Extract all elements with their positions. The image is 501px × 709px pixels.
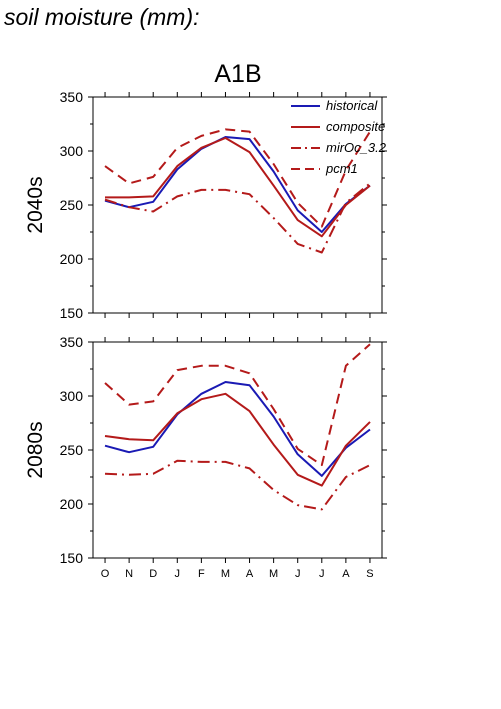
- x-tick-label: J: [319, 568, 325, 580]
- chart-title: A1B: [214, 60, 261, 88]
- x-tick-label: D: [149, 568, 157, 580]
- y-tick-label: 250: [60, 442, 84, 458]
- x-tick-label: J: [295, 568, 301, 580]
- series-line-miroc-3-2: [104, 459, 371, 511]
- panel-2080s: 150 200 250 300 350 O N D J F M A M J J A S 2080s: [24, 334, 387, 580]
- panel-2040s: 150 200 250 300 350 2040s: [24, 89, 387, 321]
- series-line-composite: [104, 392, 371, 487]
- legend-label: composite: [326, 119, 385, 134]
- x-tick-label: A: [246, 568, 254, 580]
- series-line-pcm1: [104, 128, 371, 228]
- y-tick-label: 350: [60, 89, 84, 105]
- y-tick-label: 150: [60, 305, 84, 321]
- y-tick-label: 200: [60, 496, 84, 512]
- x-tick-label: M: [269, 568, 278, 580]
- y-tick-label: 300: [60, 143, 84, 159]
- x-tick-label: N: [125, 568, 133, 580]
- legend-label: mirOc_3.2: [326, 140, 387, 155]
- x-tick-label: F: [198, 568, 205, 580]
- series-line-historical: [104, 381, 371, 477]
- x-tick-label: S: [366, 568, 373, 580]
- x-tick-label: O: [101, 568, 110, 580]
- series-line-pcm1: [104, 343, 371, 467]
- y-tick-label: 300: [60, 388, 84, 404]
- x-tick-label: M: [221, 568, 230, 580]
- series-line-miroc-3-2: [104, 182, 371, 254]
- x-tick-label: J: [175, 568, 181, 580]
- series-line-historical: [104, 136, 371, 233]
- y-tick-label: 250: [60, 197, 84, 213]
- panel-label-2080s: 2080s: [24, 421, 47, 478]
- panel-label-2040s: 2040s: [24, 176, 47, 233]
- y-tick-label: 200: [60, 251, 84, 267]
- x-tick-label: A: [342, 568, 350, 580]
- y-tick-label: 350: [60, 334, 84, 350]
- figure-title: soil moisture (mm):: [4, 4, 200, 30]
- legend-label: historical: [326, 98, 378, 113]
- legend: historical composite mirOc_3.2 pcm1: [291, 98, 387, 176]
- y-tick-label: 150: [60, 550, 84, 566]
- series-line-composite: [105, 137, 371, 238]
- legend-label: pcm1: [325, 161, 358, 176]
